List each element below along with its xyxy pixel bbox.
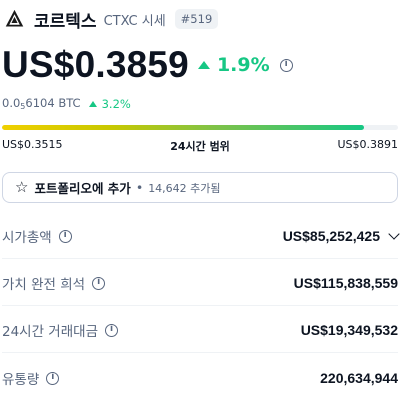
- price-change-value: 1.9%: [216, 54, 270, 76]
- stat-label-text: 24시간 거래대금: [2, 324, 98, 340]
- stat-label-text: 가치 완전 희석: [2, 277, 86, 293]
- btc-price-subscript: 5: [20, 102, 26, 111]
- price-value: US$0.3859: [2, 44, 189, 85]
- rank-badge: #519: [174, 9, 219, 29]
- coin-symbol: CTXC 시세: [103, 13, 166, 29]
- stat-row-fdv: 가치 완전 희석 US$115,838,559: [2, 273, 398, 293]
- btc-price-prefix: 0.0: [2, 96, 21, 110]
- stat-label-text: 시가총액: [2, 230, 52, 246]
- btc-change-value: 3.2%: [101, 96, 131, 111]
- btc-price-row: 0.056104 BTC 3.2%: [2, 96, 131, 111]
- add-to-portfolio-button[interactable]: ☆ 포트폴리오에 추가 • 14,642 추가됨: [2, 172, 398, 203]
- stat-label-circulating-supply: 유통량: [2, 368, 60, 388]
- stat-label-text: 유통량: [2, 372, 40, 388]
- coin-name: 코르텍스: [34, 11, 97, 32]
- info-icon[interactable]: [92, 276, 106, 290]
- stat-value-circulating-supply: 220,634,944: [320, 370, 398, 386]
- info-icon[interactable]: [105, 323, 118, 337]
- cortex-logo-icon: [5, 9, 24, 26]
- range-bar: [2, 125, 398, 130]
- portfolio-label: 포트폴리오에 추가: [34, 181, 131, 196]
- separator-dot: •: [135, 180, 144, 195]
- info-icon[interactable]: [46, 371, 60, 385]
- stat-value-volume: US$19,349,532: [300, 322, 398, 338]
- stat-label-fdv: 가치 완전 희석: [2, 273, 106, 293]
- coin-header: 코르텍스 CTXC 시세 #519: [4, 6, 219, 32]
- stat-value-market-cap: US$85,252,425: [282, 228, 400, 244]
- btc-change: 3.2%: [88, 96, 131, 111]
- stat-label-volume: 24시간 거래대금: [2, 320, 118, 340]
- stat-row-volume: 24시간 거래대금 US$19,349,532: [2, 320, 398, 340]
- portfolio-count: 14,642 추가됨: [148, 181, 221, 195]
- info-icon[interactable]: [58, 229, 72, 243]
- price-row: US$0.3859 1.9%: [2, 42, 293, 88]
- divider: [2, 258, 398, 259]
- price-change: 1.9%: [197, 54, 270, 76]
- stat-row-circulating-supply: 유통량 220,634,944: [2, 368, 398, 388]
- divider: [2, 305, 398, 306]
- up-arrow-icon: [197, 61, 210, 69]
- range-bar-fill: [2, 125, 365, 130]
- chevron-down-icon[interactable]: [388, 228, 400, 240]
- star-icon: ☆: [15, 178, 29, 196]
- range-high: US$0.3891: [337, 138, 398, 151]
- divider: [2, 352, 398, 353]
- range-low: US$0.3515: [2, 138, 63, 151]
- stat-value-fdv: US$115,838,559: [293, 275, 398, 291]
- btc-price: 0.056104 BTC: [2, 96, 81, 111]
- stat-label-market-cap: 시가총액: [2, 226, 72, 246]
- btc-price-suffix: 6104 BTC: [25, 96, 81, 110]
- info-icon[interactable]: [279, 58, 293, 72]
- stat-row-market-cap[interactable]: 시가총액 US$85,252,425: [2, 226, 400, 246]
- up-arrow-icon: [88, 100, 97, 107]
- range-label: 24시간 범위: [170, 140, 230, 153]
- range-labels: US$0.3515 24시간 범위 US$0.3891: [2, 138, 398, 154]
- stat-value-text: US$85,252,425: [282, 228, 380, 244]
